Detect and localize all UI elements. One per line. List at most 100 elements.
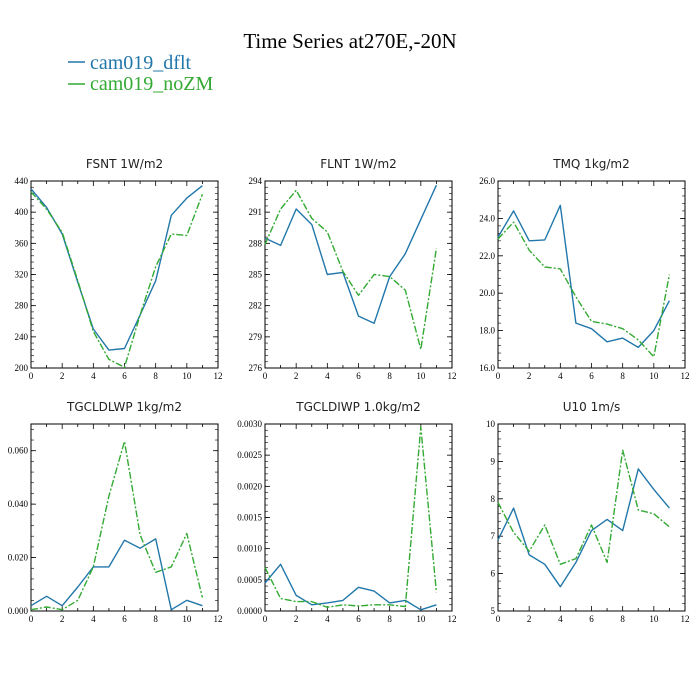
- panel-1: FSNT 1W/m2 0 2 4 6 8 10 12 200 240 280 320 360 400 440: [15, 157, 223, 381]
- y-tick-label: 18.0: [479, 326, 495, 336]
- series-line-nozm: [497, 449, 670, 565]
- x-tick-label: 0: [263, 614, 268, 624]
- y-tick-label: 282: [249, 301, 263, 311]
- x-tick-label: 0: [496, 371, 501, 381]
- y-tick-label: 0.0000: [237, 606, 262, 616]
- y-tick-label: 22.0: [479, 251, 495, 261]
- y-tick-label: 240: [15, 332, 29, 342]
- y-tick-label: 0.0025: [237, 450, 262, 460]
- y-tick-label: 16.0: [479, 363, 495, 373]
- y-tick-label: 360: [15, 238, 29, 248]
- x-tick-label: 10: [649, 614, 659, 624]
- y-tick-label: 8: [491, 494, 496, 504]
- y-tick-label: 288: [249, 238, 263, 248]
- x-tick-label: 2: [60, 614, 65, 624]
- x-tick-label: 2: [527, 371, 532, 381]
- x-tick-label: 4: [325, 371, 330, 381]
- plot-frame: [264, 180, 453, 369]
- y-tick-label: 0.0015: [237, 513, 262, 523]
- x-tick-label: 4: [91, 614, 96, 624]
- series-line-nozm: [30, 440, 204, 611]
- y-tick-label: 0.040: [8, 499, 29, 509]
- x-tick-label: 4: [558, 614, 563, 624]
- panel-4: TGCLDLWP 1kg/m2 0 2 4 6 8 10 12 0.000 0.020 0.040 0…: [8, 400, 223, 624]
- x-tick-label: 12: [681, 371, 690, 381]
- y-tick-label: 285: [249, 270, 263, 280]
- x-tick-label: 0: [29, 614, 34, 624]
- x-tick-label: 6: [356, 371, 361, 381]
- x-tick-label: 12: [214, 371, 223, 381]
- x-tick-label: 2: [294, 614, 299, 624]
- x-tick-label: 10: [416, 371, 426, 381]
- x-tick-label: 12: [681, 614, 690, 624]
- panel-title: FSNT 1W/m2: [86, 157, 163, 171]
- legend-label-dflt: cam019_dflt: [90, 52, 192, 74]
- x-tick-label: 10: [416, 614, 426, 624]
- series-line-dflt: [497, 204, 671, 349]
- x-tick-label: 8: [153, 614, 158, 624]
- y-tick-label: 280: [15, 301, 29, 311]
- x-tick-label: 8: [387, 614, 392, 624]
- x-tick-label: 2: [294, 371, 299, 381]
- panel-title: U10 1m/s: [563, 400, 621, 414]
- x-tick-label: 10: [649, 371, 659, 381]
- x-tick-label: 6: [356, 614, 361, 624]
- y-tick-label: 291: [249, 207, 263, 217]
- y-tick-label: 400: [15, 207, 29, 217]
- series-line-nozm: [264, 189, 438, 350]
- series-line-dflt: [30, 185, 203, 351]
- x-tick-label: 6: [122, 371, 127, 381]
- x-tick-label: 10: [182, 614, 192, 624]
- y-tick-label: 0.000: [8, 606, 29, 616]
- panel-title: TGCLDLWP 1kg/m2: [66, 400, 182, 414]
- y-tick-label: 9: [491, 456, 496, 466]
- x-tick-label: 6: [589, 614, 594, 624]
- x-tick-label: 12: [214, 614, 223, 624]
- x-tick-label: 2: [527, 614, 532, 624]
- y-tick-label: 279: [249, 332, 263, 342]
- panel-title: TGCLDIWP 1.0kg/m2: [295, 400, 420, 414]
- y-tick-label: 20.0: [479, 288, 495, 298]
- y-tick-label: 7: [491, 531, 496, 541]
- x-tick-label: 12: [448, 614, 457, 624]
- y-tick-label: 0.0010: [237, 544, 262, 554]
- y-tick-label: 200: [15, 363, 29, 373]
- panel-5: TGCLDIWP 1.0kg/m2 0 2 4 6 8 10 12 0.0000 0.0005 0.…: [237, 400, 456, 624]
- y-tick-label: 5: [491, 606, 496, 616]
- panel-2: FLNT 1W/m2 0 2 4 6 8 10 12 276 279 282 285 288 291 294: [249, 157, 457, 381]
- x-tick-label: 6: [122, 614, 127, 624]
- x-tick-label: 12: [448, 371, 457, 381]
- x-tick-label: 4: [325, 614, 330, 624]
- x-tick-label: 0: [496, 614, 501, 624]
- y-tick-label: 0.0020: [237, 481, 262, 491]
- x-tick-label: 0: [263, 371, 268, 381]
- plot-frame: [497, 423, 686, 612]
- panel-title: FLNT 1W/m2: [320, 157, 397, 171]
- y-tick-label: 294: [249, 176, 263, 186]
- y-tick-label: 10: [486, 419, 496, 429]
- x-tick-label: 2: [60, 371, 65, 381]
- x-tick-label: 10: [182, 371, 192, 381]
- series-line-dflt: [30, 538, 203, 611]
- x-tick-label: 8: [620, 371, 625, 381]
- y-tick-label: 24.0: [479, 213, 495, 223]
- plot-frame: [30, 423, 219, 612]
- y-tick-label: 26.0: [479, 176, 495, 186]
- y-tick-label: 6: [491, 569, 496, 579]
- legend: cam019_dflt cam019_noZM: [68, 52, 214, 95]
- plot-frame: [30, 180, 219, 369]
- series-line-nozm: [30, 191, 204, 368]
- x-tick-label: 6: [589, 371, 594, 381]
- y-tick-label: 0.060: [8, 446, 29, 456]
- series-line-nozm: [264, 426, 438, 608]
- x-tick-label: 0: [29, 371, 34, 381]
- x-tick-label: 8: [387, 371, 392, 381]
- y-tick-label: 320: [15, 270, 29, 280]
- panel-6: U10 1m/s 0 2 4 6 8 10 12 5 6 7 8 9 10: [486, 400, 690, 624]
- panel-title: TMQ 1kg/m2: [552, 157, 630, 171]
- y-tick-label: 276: [249, 363, 263, 373]
- series-line-nozm: [497, 221, 671, 358]
- x-tick-label: 4: [91, 371, 96, 381]
- x-tick-label: 8: [153, 371, 158, 381]
